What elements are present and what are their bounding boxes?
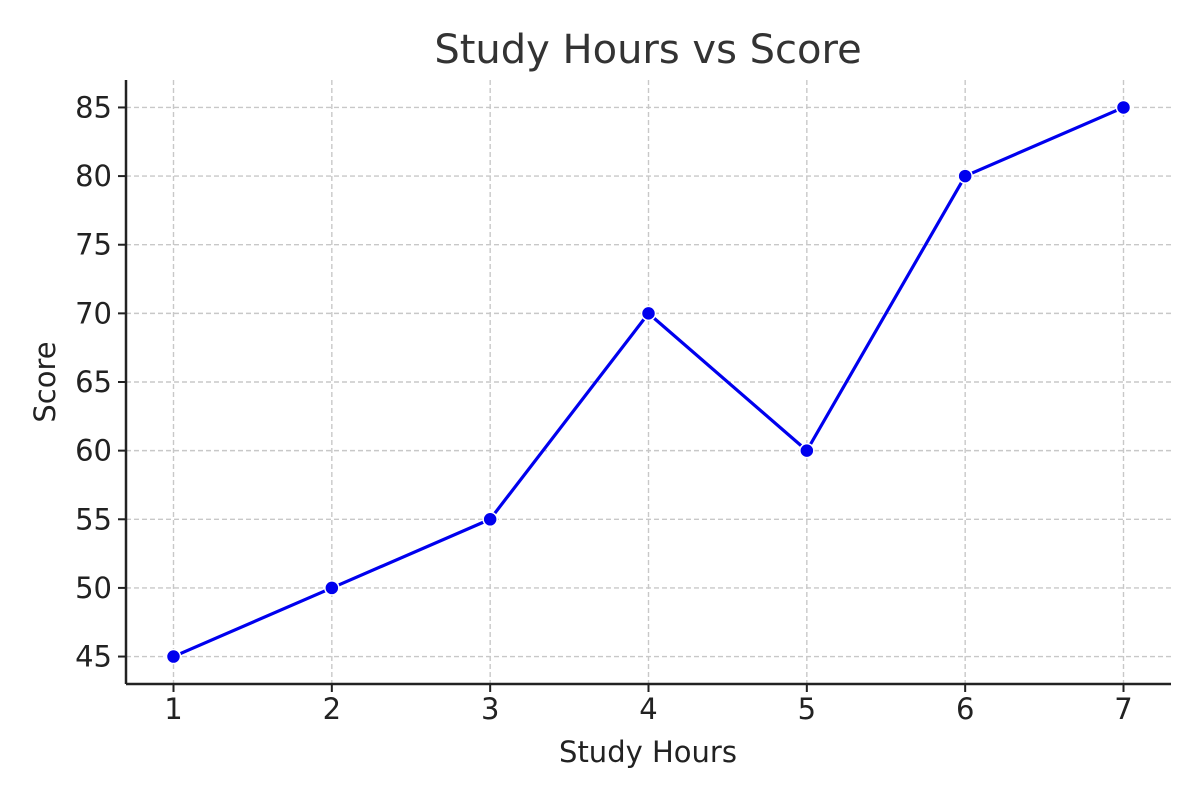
grid [126,80,1171,684]
x-axis-label: Study Hours [559,735,737,769]
data-point [957,168,973,184]
x-tick-label: 3 [481,692,499,726]
data-point [1115,99,1132,116]
data-point [482,511,498,528]
x-tick-label: 5 [798,692,816,726]
data-point [799,442,815,459]
y-tick-label: 75 [75,228,112,262]
x-tick-label: 2 [323,692,341,726]
data-point [165,648,182,665]
y-tick-label: 55 [75,502,112,536]
x-tick-label: 4 [639,692,657,726]
x-tick-label: 1 [164,692,182,726]
x-tick-label: 6 [956,692,974,726]
y-tick-label: 80 [75,159,112,193]
y-tick-label: 60 [75,434,112,468]
y-tick-label: 70 [75,296,112,330]
y-axis-label: Score [28,341,62,422]
y-tick-label: 50 [75,571,112,605]
y-tick-label: 65 [75,365,112,399]
data-point [640,305,657,322]
x-tick-label: 7 [1114,692,1132,726]
y-tick-label: 85 [75,90,112,124]
y-tick-label: 45 [75,640,112,674]
data-point [324,580,340,596]
series [165,99,1132,665]
chart-title: Study Hours vs Score [434,27,861,73]
